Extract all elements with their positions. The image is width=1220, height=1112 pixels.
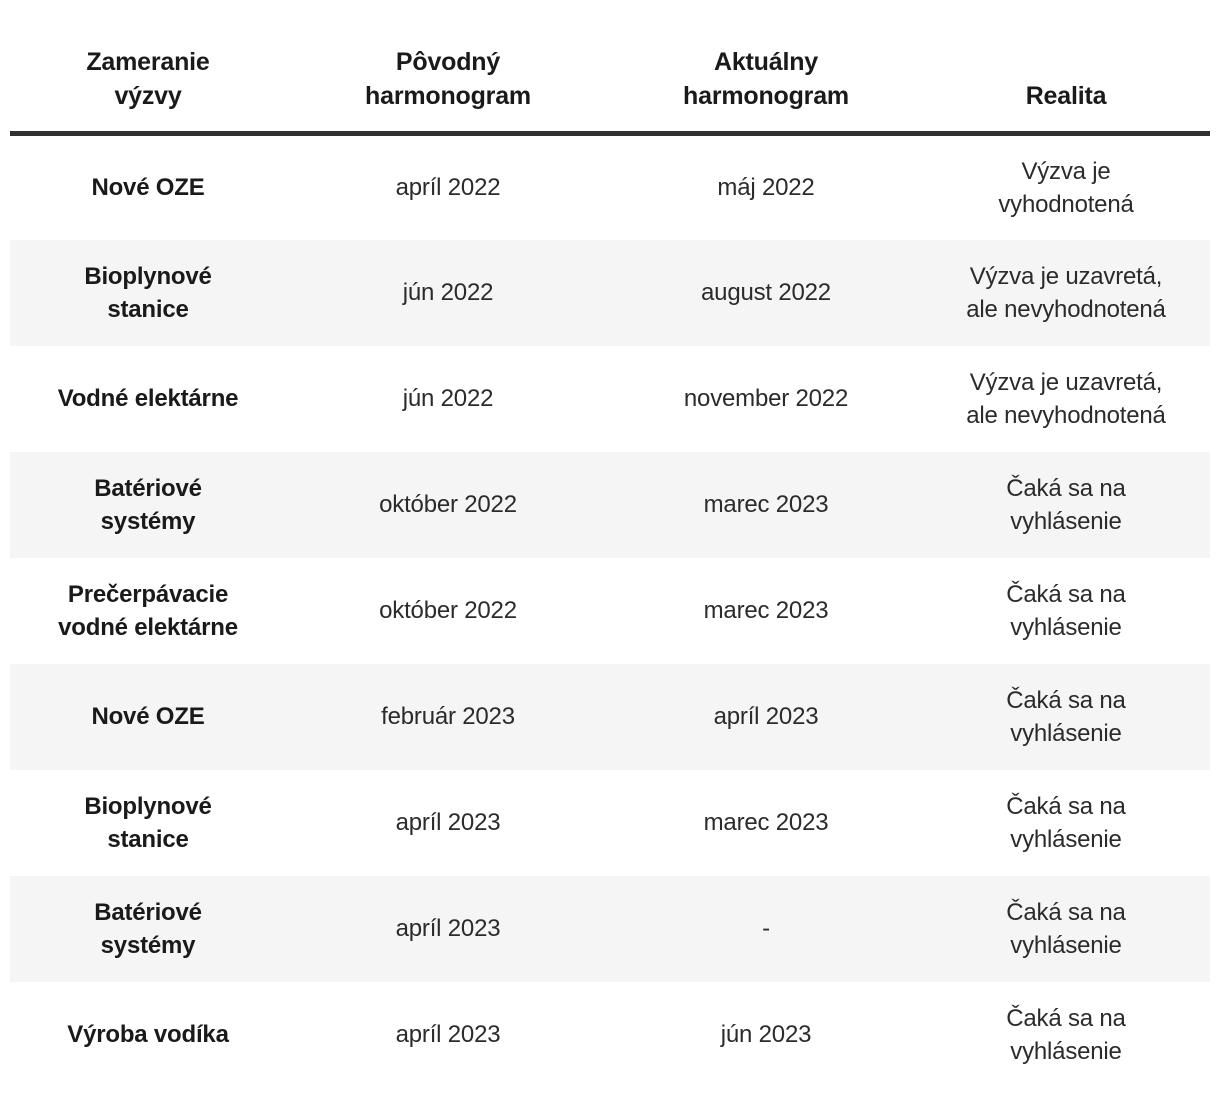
cell-zameranie-vyzvy: Výroba vodíka: [67, 1021, 229, 1048]
cell-aktualny-harmonogram: marec 2023: [703, 809, 829, 836]
cell-zameranie-vyzvy: Nové OZE: [91, 174, 205, 202]
table-row: Nové OZE február 2023 apríl 2023 Čaká sa…: [10, 663, 1210, 770]
cell-realita: Čaká sa na vyhlásenie: [1006, 792, 1126, 853]
cell-aktualny-harmonogram: -: [762, 915, 770, 942]
cell-realita: Čaká sa na vyhlásenie: [1006, 686, 1126, 747]
table-row: Výroba vodíka apríl 2023 jún 2023 Čaká s…: [10, 982, 1210, 1088]
column-header-realita: Realita: [922, 0, 1210, 136]
cell-aktualny-harmonogram: november 2022: [683, 385, 849, 412]
table-row: Batériové systémy apríl 2023 - Čaká sa n…: [10, 875, 1210, 982]
cell-povodny-harmonogram: október 2022: [379, 491, 517, 518]
table-row: Nové OZE apríl 2022 máj 2022 Výzva je vy…: [10, 134, 1210, 240]
cell-realita: Čaká sa na vyhlásenie: [1006, 898, 1126, 959]
table-row: Prečerpávacie vodné elektárne október 20…: [10, 558, 1210, 664]
cell-povodny-harmonogram: jún 2022: [402, 279, 494, 306]
cell-realita: Výzva je vyhodnotená: [998, 157, 1134, 218]
cell-aktualny-harmonogram: marec 2023: [703, 597, 829, 624]
cell-zameranie-vyzvy: Nové OZE: [91, 703, 205, 730]
cell-aktualny-harmonogram: apríl 2023: [713, 703, 819, 730]
table-body: Nové OZE apríl 2022 máj 2022 Výzva je vy…: [10, 134, 1210, 1088]
table-row: Bioplynové stanice jún 2022 august 2022 …: [10, 239, 1210, 346]
cell-zameranie-vyzvy: Batériové systémy: [94, 898, 202, 959]
harmonogram-table: Zameranie výzvy Pôvodný harmonogram Aktu…: [10, 0, 1210, 1088]
cell-zameranie-vyzvy: Bioplynové stanice: [84, 262, 212, 323]
column-header-zameranie-vyzvy: Zameranie výzvy: [10, 0, 286, 136]
cell-realita: Čaká sa na vyhlásenie: [1006, 474, 1126, 535]
cell-zameranie-vyzvy: Bioplynové stanice: [84, 792, 212, 853]
cell-realita: Výzva je uzavretá, ale nevyhodnotená: [966, 262, 1166, 323]
cell-povodny-harmonogram: apríl 2023: [395, 1021, 501, 1048]
table-row: Bioplynové stanice apríl 2023 marec 2023…: [10, 770, 1210, 876]
cell-zameranie-vyzvy: Batériové systémy: [94, 474, 202, 535]
cell-aktualny-harmonogram: marec 2023: [703, 491, 829, 518]
table-row: Vodné elektárne jún 2022 november 2022 V…: [10, 346, 1210, 452]
cell-realita: Čaká sa na vyhlásenie: [1006, 1004, 1126, 1065]
column-header-aktualny-harmonogram: Aktuálny harmonogram: [610, 0, 922, 136]
cell-zameranie-vyzvy: Vodné elektárne: [57, 385, 239, 412]
table-header: Zameranie výzvy Pôvodný harmonogram Aktu…: [10, 0, 1210, 136]
cell-povodny-harmonogram: jún 2022: [402, 385, 494, 412]
cell-realita: Výzva je uzavretá, ale nevyhodnotená: [966, 368, 1166, 429]
cell-zameranie-vyzvy: Prečerpávacie vodné elektárne: [58, 580, 238, 641]
cell-povodny-harmonogram: február 2023: [381, 703, 515, 730]
cell-povodny-harmonogram: apríl 2022: [395, 174, 501, 202]
cell-aktualny-harmonogram: jún 2023: [720, 1021, 812, 1048]
cell-povodny-harmonogram: apríl 2023: [395, 915, 501, 942]
page: Zameranie výzvy Pôvodný harmonogram Aktu…: [10, 0, 1210, 1088]
cell-povodny-harmonogram: apríl 2023: [395, 809, 501, 836]
cell-aktualny-harmonogram: máj 2022: [717, 174, 815, 202]
cell-realita: Čaká sa na vyhlásenie: [1006, 580, 1126, 641]
column-header-povodny-harmonogram: Pôvodný harmonogram: [286, 0, 610, 136]
header-row: Zameranie výzvy Pôvodný harmonogram Aktu…: [10, 0, 1210, 136]
cell-povodny-harmonogram: október 2022: [379, 597, 517, 624]
cell-aktualny-harmonogram: august 2022: [701, 279, 831, 306]
table-row: Batériové systémy október 2022 marec 202…: [10, 451, 1210, 558]
